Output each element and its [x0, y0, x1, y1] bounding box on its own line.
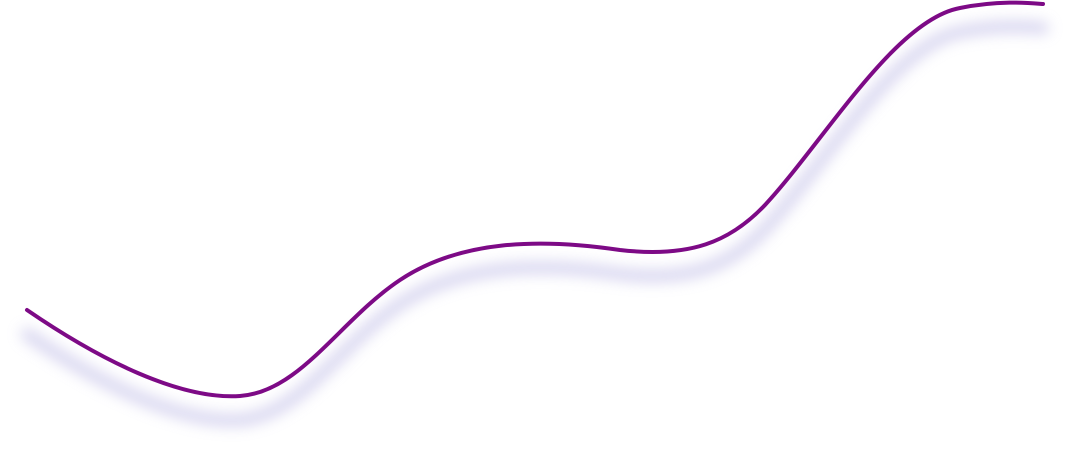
curve-shadow: [21, 20, 1049, 427]
curve-line: [25, 0, 1045, 399]
